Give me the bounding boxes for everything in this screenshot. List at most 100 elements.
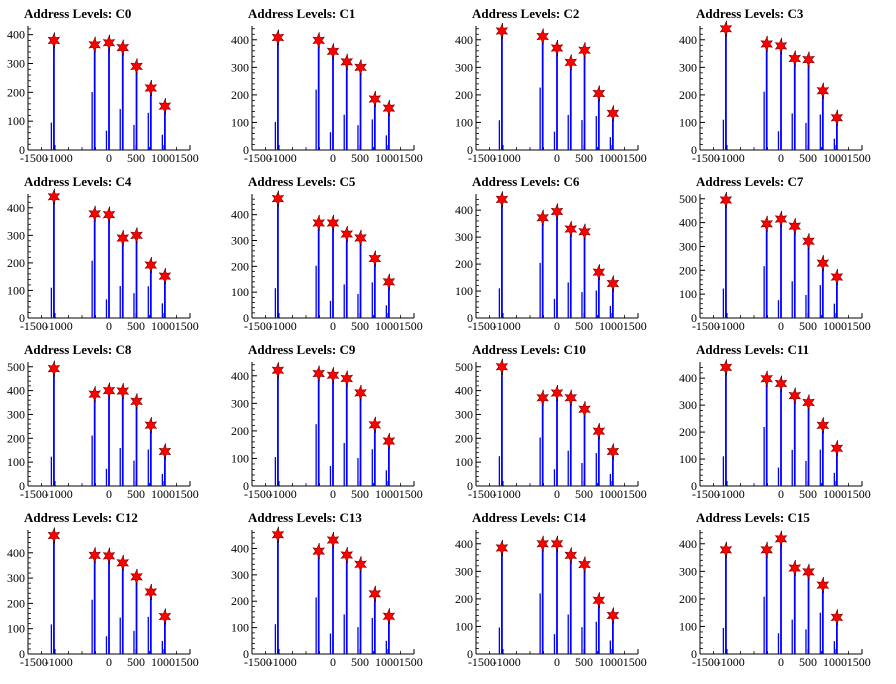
- peak-marker: [102, 383, 116, 398]
- histogram-peak: [102, 34, 116, 150]
- y-tick-label: 400: [455, 384, 473, 398]
- histogram-peak: [130, 58, 143, 150]
- histogram-peak: [495, 539, 509, 654]
- histogram-peak: [830, 440, 844, 486]
- peak-marker: [830, 110, 844, 126]
- y-tick-label: 0: [691, 479, 697, 493]
- histogram-peak: [719, 191, 733, 318]
- y-tick-label: 400: [679, 537, 697, 551]
- histogram-peak: [340, 53, 354, 151]
- y-tick-label: 0: [243, 143, 249, 157]
- histogram-peak: [354, 229, 367, 318]
- histogram-peak: [354, 556, 367, 654]
- x-tick-label: -1500: [468, 655, 496, 669]
- peak-marker: [550, 40, 564, 56]
- histogram-peak: [116, 383, 130, 486]
- histogram-peak: [312, 214, 325, 318]
- histogram-peak: [536, 535, 549, 654]
- x-tick-label: 1000: [599, 151, 623, 165]
- x-tick-label: 0: [554, 655, 560, 669]
- y-tick-label: 0: [243, 647, 249, 661]
- x-tick-label: 1000: [151, 655, 175, 669]
- x-tick-label: 1500: [847, 151, 871, 165]
- chart-title: Address Levels: C4: [24, 174, 132, 189]
- peak-marker: [368, 251, 382, 266]
- peak-marker: [326, 215, 340, 231]
- x-tick-label: 1500: [623, 319, 647, 333]
- x-tick-label: 1000: [151, 319, 175, 333]
- peak-marker: [88, 206, 101, 222]
- histogram-peak: [340, 226, 354, 318]
- histogram-peak: [760, 370, 773, 486]
- x-tick-label: 500: [799, 319, 817, 333]
- y-tick-label: 100: [231, 621, 249, 635]
- peak-marker: [158, 444, 172, 459]
- x-tick-label: -1000: [493, 487, 521, 501]
- x-tick-label: -1500: [244, 151, 272, 165]
- histogram-peak: [830, 268, 844, 318]
- x-tick-label: -1000: [717, 655, 745, 669]
- y-tick-label: 100: [7, 283, 25, 297]
- x-tick-label: 1500: [847, 487, 871, 501]
- x-tick-label: 0: [554, 487, 560, 501]
- y-tick-label: 300: [231, 234, 249, 248]
- chart-panel-14: Address Levels: C14 0 100 200 300 400 -1500-10…: [455, 510, 647, 669]
- peak-marker: [802, 52, 815, 67]
- y-tick-label: 400: [679, 216, 697, 230]
- x-tick-label: 1500: [847, 655, 871, 669]
- peak-marker: [816, 577, 830, 593]
- histogram-peak: [495, 358, 509, 486]
- peak-marker: [312, 366, 325, 381]
- x-tick-label: -1500: [692, 319, 720, 333]
- peak-marker: [606, 106, 620, 121]
- histogram-peak: [816, 255, 830, 318]
- y-tick-label: 0: [691, 311, 697, 325]
- peak-marker: [719, 360, 733, 375]
- x-tick-label: 1000: [823, 319, 847, 333]
- x-tick-label: -1500: [20, 487, 48, 501]
- chart-panel-11: Address Levels: C11 0 100 200 300 400 -1500-10…: [679, 342, 871, 501]
- y-tick-label: 200: [231, 424, 249, 438]
- x-tick-label: 500: [351, 151, 369, 165]
- histogram-peak: [130, 227, 143, 318]
- x-tick-label: 0: [778, 487, 784, 501]
- y-tick-label: 200: [679, 88, 697, 102]
- y-tick-label: 100: [231, 451, 249, 465]
- x-tick-label: -1500: [692, 487, 720, 501]
- peak-marker: [564, 390, 578, 406]
- histogram-peak: [312, 365, 325, 486]
- peak-marker: [816, 255, 830, 271]
- histogram-peak: [760, 541, 773, 654]
- y-tick-label: 300: [231, 568, 249, 582]
- histogram-peak: [816, 417, 830, 486]
- histogram-peak: [271, 29, 285, 150]
- y-tick-label: 200: [455, 592, 473, 606]
- peak-marker: [144, 257, 158, 273]
- x-tick-label: -1000: [493, 655, 521, 669]
- chart-title: Address Levels: C5: [248, 174, 356, 189]
- peak-marker: [788, 388, 802, 403]
- y-tick-label: 300: [7, 56, 25, 70]
- x-tick-label: 1500: [175, 655, 199, 669]
- x-tick-label: 1500: [175, 487, 199, 501]
- histogram-peak: [592, 264, 606, 318]
- y-tick-label: 400: [7, 384, 25, 398]
- histogram-peak: [130, 568, 143, 654]
- y-tick-label: 300: [7, 571, 25, 585]
- x-tick-label: 0: [554, 151, 560, 165]
- x-tick-label: -1500: [692, 655, 720, 669]
- peak-marker: [102, 35, 116, 50]
- histogram-peak: [116, 39, 130, 150]
- x-tick-label: 500: [351, 655, 369, 669]
- histogram-peak: [354, 59, 367, 150]
- peak-marker: [774, 38, 788, 54]
- peak-marker: [564, 55, 578, 70]
- y-tick-label: 100: [679, 619, 697, 633]
- chart-panel-7: Address Levels: C7 0 100 200 300 400 500 -1500-…: [679, 174, 871, 333]
- peak-marker: [102, 548, 116, 564]
- x-tick-label: 1000: [823, 151, 847, 165]
- y-tick-label: 300: [455, 564, 473, 578]
- peak-marker: [760, 216, 773, 232]
- x-tick-label: -1000: [269, 319, 297, 333]
